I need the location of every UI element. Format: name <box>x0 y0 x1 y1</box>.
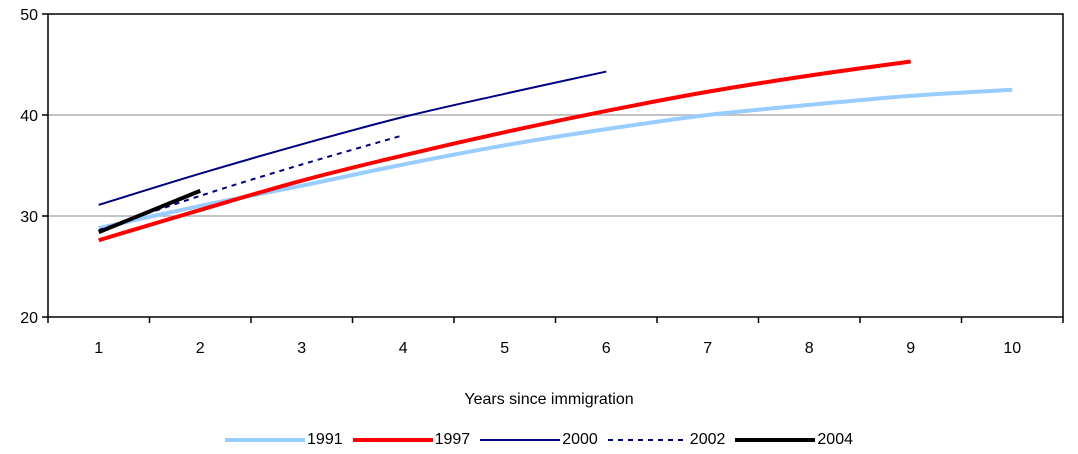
x-tick-label: 7 <box>703 340 712 357</box>
line-chart: 20 30 40 50 1 2 3 4 5 6 7 8 9 10 Years since immigra… <box>20 7 1064 408</box>
legend-item-1991: 1991 <box>225 431 343 449</box>
legend-swatch <box>480 439 561 441</box>
x-tick-label: 9 <box>906 340 915 357</box>
series-line-1991 <box>98 87 1013 231</box>
legend-label: 1997 <box>434 431 471 448</box>
legend-swatch <box>352 438 433 442</box>
y-axis: 20 30 40 50 <box>20 7 48 327</box>
legend-label: 2002 <box>689 431 726 448</box>
gridlines <box>48 114 1063 217</box>
legend-item-2000: 2000 <box>480 431 598 449</box>
series-line-2002 <box>98 134 404 232</box>
x-tick-label: 4 <box>399 340 408 357</box>
y-tick-label: 30 <box>20 209 38 226</box>
plot-border <box>47 13 1064 318</box>
legend-swatch <box>607 439 688 441</box>
legend-swatch <box>735 438 816 442</box>
x-tick-label: 6 <box>602 340 611 357</box>
legend-label: 1991 <box>307 431 343 448</box>
x-axis-title: Years since immigration <box>464 391 633 408</box>
legend-label: 2000 <box>562 431 598 448</box>
y-tick-label: 20 <box>20 310 38 327</box>
x-tick-label: 10 <box>1003 340 1021 357</box>
series-lines <box>97 59 1013 243</box>
x-tick-label: 1 <box>94 340 103 357</box>
legend-label: 2004 <box>817 431 853 448</box>
x-tick-label: 3 <box>297 340 306 357</box>
legend-item-1997: 1997 <box>352 431 471 449</box>
series-line-2000 <box>98 70 607 206</box>
y-tick-label: 40 <box>20 108 38 125</box>
legend-item-2004: 2004 <box>735 431 853 449</box>
x-tick-label: 8 <box>805 340 814 357</box>
x-axis: 1 2 3 4 5 6 7 8 9 10 <box>47 317 1064 357</box>
series-line-1997 <box>98 59 912 243</box>
legend-item-2002: 2002 <box>607 431 726 449</box>
series-line-2004 <box>97 188 202 235</box>
y-tick-label: 50 <box>20 7 38 24</box>
legend: 1991 1997 2000 2002 2004 <box>0 426 1078 454</box>
plot-area <box>47 13 1064 318</box>
legend-swatch <box>225 438 306 442</box>
x-tick-label: 2 <box>196 340 205 357</box>
x-tick-label: 5 <box>500 340 509 357</box>
